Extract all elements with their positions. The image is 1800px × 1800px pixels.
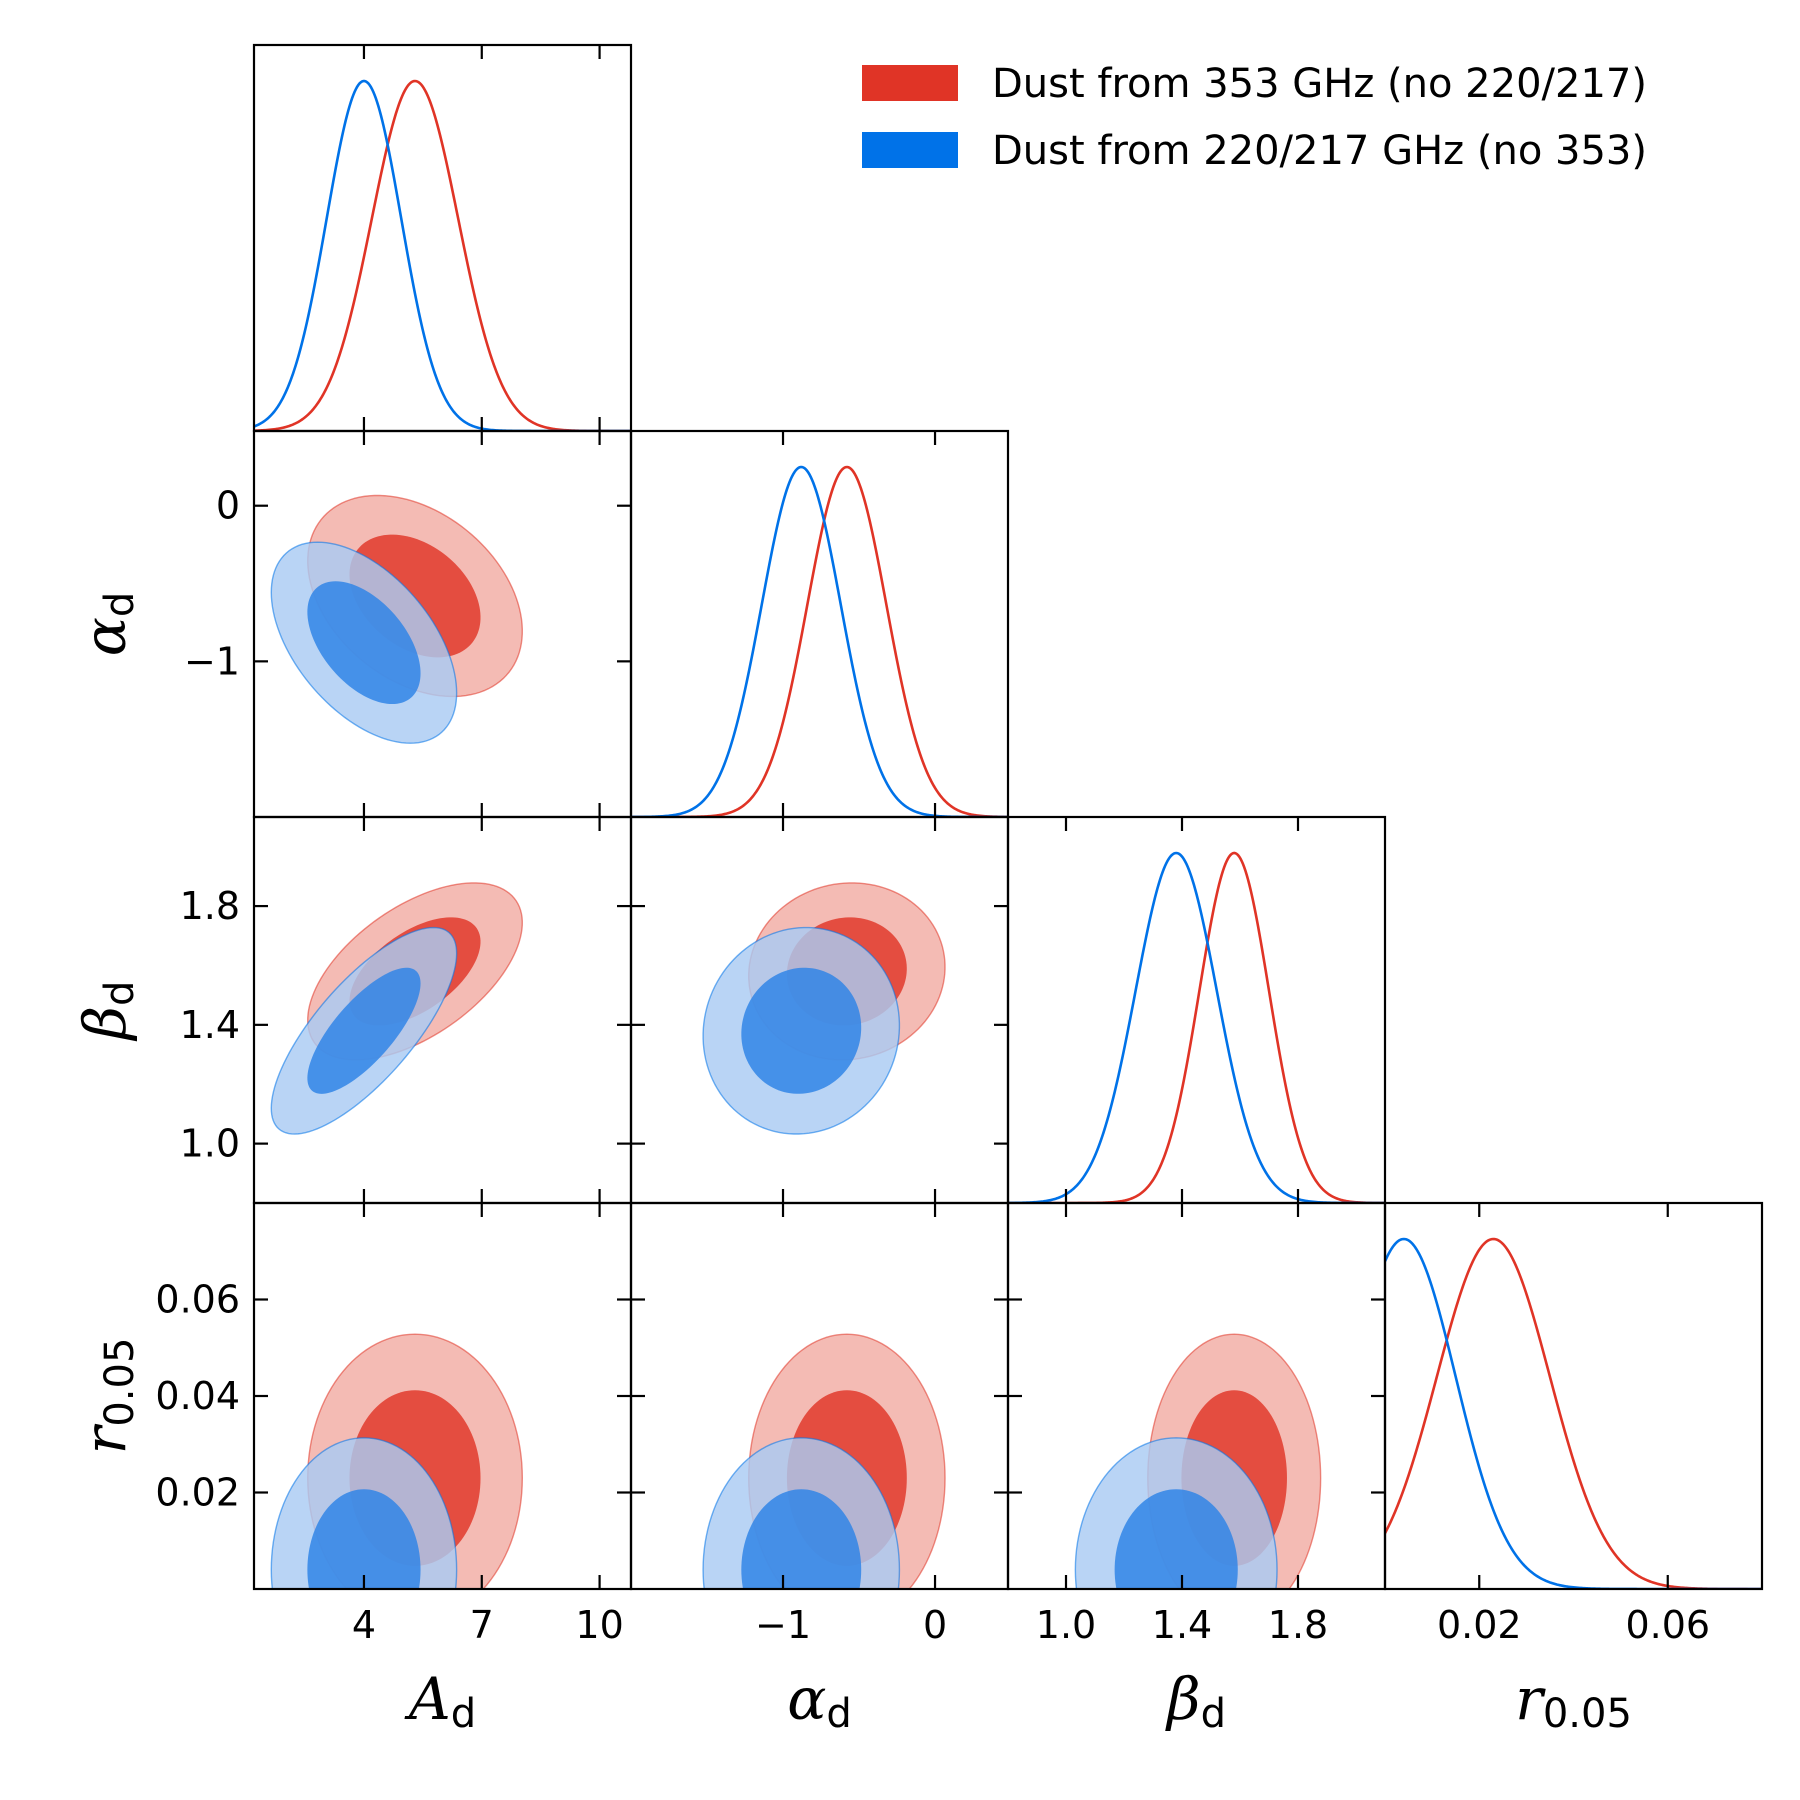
panels	[252, 43, 1764, 1591]
legend: Dust from 353 GHz (no 220/217) Dust from…	[862, 61, 1647, 174]
x-axis-label-alpha_d: αd	[787, 1665, 852, 1737]
marginal-curve-beta_d-series-0	[1008, 851, 1385, 1203]
contour-68-series-1	[741, 1489, 862, 1589]
legend-label-353: Dust from 353 GHz (no 220/217)	[992, 61, 1647, 107]
y-axis-label-beta_d: βd	[71, 981, 143, 1042]
panel-Ad-vs-alpha_d	[270, 494, 523, 744]
legend-swatch-220	[862, 132, 958, 168]
panel-alpha_d-vs-r	[702, 1333, 946, 1589]
contour-68-series-1	[307, 1489, 421, 1589]
legend-swatch-353	[862, 65, 958, 101]
x-tick-label-Ad: 7	[470, 1603, 494, 1647]
y-tick-label-r: 0.04	[155, 1374, 240, 1418]
y-axis-label-r: r0.05	[71, 1338, 143, 1455]
x-tick-label-beta_d: 1.0	[1036, 1603, 1096, 1647]
panel-frame	[629, 429, 1010, 819]
marginal-curve-beta_d-series-1	[1008, 851, 1385, 1203]
contour-68-series-1	[741, 967, 862, 1094]
contour-68-series-1	[307, 581, 421, 705]
x-axis-label-beta_d: βd	[1165, 1665, 1226, 1737]
x-tick-label-Ad: 4	[352, 1603, 376, 1647]
y-tick-label-beta_d: 1.4	[180, 1003, 240, 1047]
x-tick-label-r: 0.02	[1437, 1603, 1522, 1647]
x-axis-label-Ad: Ad	[404, 1665, 476, 1737]
marginal-curve-Ad-series-0	[254, 79, 631, 431]
x-tick-label-alpha_d: 0	[923, 1603, 947, 1647]
marginal-curve-r-series-0	[1385, 1237, 1762, 1589]
ticks: 4 7 10 −1 0 1.0 1.4 1.8 0.02 0.06 −1 0 1.0 1.4 1.8 0.02…	[155, 45, 1710, 1647]
y-axis-label-alpha_d: αd	[71, 592, 143, 657]
panel-frame	[252, 43, 633, 433]
x-tick-label-Ad: 10	[575, 1603, 623, 1647]
contour-68-series-1	[1114, 1489, 1238, 1589]
x-axis-label-r: r0.05	[1515, 1665, 1632, 1737]
panel-Ad-marginal	[254, 79, 631, 431]
y-tick-label-beta_d: 1.8	[180, 884, 240, 928]
marginal-curve-Ad-series-1	[254, 79, 631, 431]
y-tick-label-r: 0.02	[155, 1471, 240, 1515]
panel-alpha_d-vs-beta_d	[702, 882, 946, 1135]
x-tick-label-beta_d: 1.8	[1268, 1603, 1328, 1647]
x-tick-label-r: 0.06	[1625, 1603, 1710, 1647]
legend-label-220: Dust from 220/217 GHz (no 353)	[992, 128, 1647, 174]
marginal-curve-alpha_d-series-0	[631, 465, 1008, 817]
panel-Ad-vs-r	[270, 1333, 524, 1589]
panel-beta_d-vs-r	[1074, 1333, 1322, 1589]
y-tick-label-alpha_d: 0	[216, 484, 240, 528]
y-tick-label-r: 0.06	[155, 1278, 240, 1322]
marginal-curve-alpha_d-series-1	[631, 465, 1008, 817]
panel-r-marginal	[1385, 1237, 1762, 1589]
x-tick-label-beta_d: 1.4	[1152, 1603, 1212, 1647]
y-tick-label-beta_d: 1.0	[180, 1122, 240, 1166]
marginal-curve-r-series-1	[1385, 1237, 1762, 1589]
panel-Ad-vs-beta_d	[270, 882, 523, 1135]
panel-frame	[1383, 1201, 1764, 1591]
y-tick-label-alpha_d: −1	[184, 639, 240, 683]
axis-labels: Ad αd βd r0.05 αd βd r0.05	[71, 592, 1632, 1737]
x-tick-label-alpha_d: −1	[755, 1603, 811, 1647]
contour-68-series-1	[307, 967, 421, 1094]
panel-alpha_d-marginal	[631, 465, 1008, 817]
panel-beta_d-marginal	[1008, 851, 1385, 1203]
